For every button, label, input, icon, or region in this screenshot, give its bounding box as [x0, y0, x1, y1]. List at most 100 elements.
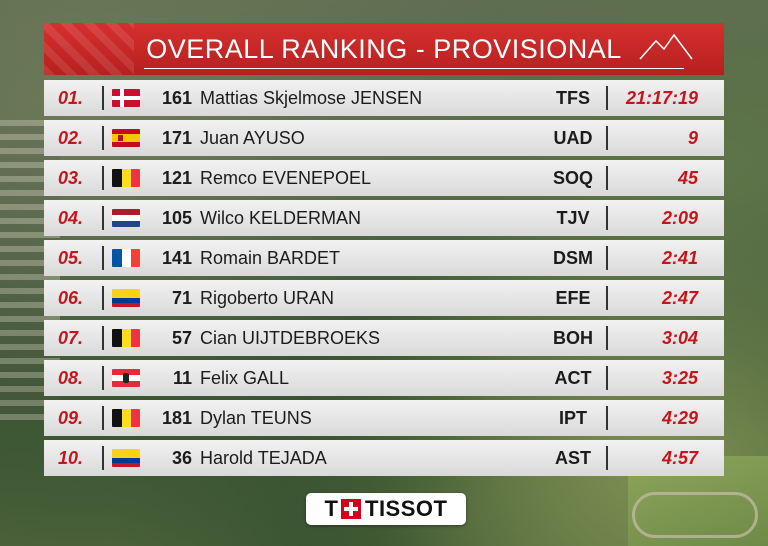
separator [102, 446, 104, 470]
separator [102, 406, 104, 430]
team-code: TJV [556, 207, 590, 228]
time-gap: 4:57 [661, 447, 698, 468]
austria-flag-icon [112, 369, 140, 387]
mountain-icon [639, 33, 693, 60]
time-gap: 2:47 [661, 287, 698, 308]
logo-t: T [324, 496, 338, 521]
position: 10. [58, 447, 84, 468]
bib-number: 121 [161, 167, 192, 188]
separator [606, 246, 608, 270]
time-gap: 4:29 [661, 407, 698, 428]
rider-name: Felix GALL [200, 367, 290, 388]
separator [606, 446, 608, 470]
ranking-header: OVERALL RANKING - PROVISIONAL [44, 23, 724, 75]
rider-name: Dylan TEUNS [200, 407, 312, 428]
ranking-row: 01. 161 Mattias Skjelmose JENSEN TFS 21:17:1… [44, 80, 724, 116]
separator [102, 246, 104, 270]
bib-number: 141 [161, 247, 192, 268]
team-code: ACT [554, 367, 592, 388]
rider-name: Wilco KELDERMAN [200, 207, 362, 228]
denmark-flag-icon [112, 89, 140, 107]
separator [102, 86, 104, 110]
time-gap: 2:41 [661, 247, 698, 268]
checker-pattern [44, 23, 134, 75]
separator [102, 286, 104, 310]
header-underline [144, 68, 684, 69]
separator [102, 126, 104, 150]
separator [102, 326, 104, 350]
position: 02. [58, 127, 84, 148]
bib-number: 11 [172, 367, 192, 388]
ranking-row: 10. 36 Harold TEJADA AST 4:57 [44, 440, 724, 476]
separator [102, 366, 104, 390]
bib-number: 36 [171, 447, 192, 468]
belgium-flag-icon [112, 169, 140, 187]
ranking-row: 09. 181 Dylan TEUNS IPT 4:29 [44, 400, 724, 436]
team-code: UAD [553, 127, 593, 148]
time-gap: 21:17:19 [625, 87, 698, 108]
bib-number: 161 [161, 87, 192, 108]
separator [606, 166, 608, 190]
rider-name: Rigoberto URAN [200, 287, 335, 308]
time-gap: 3:04 [661, 327, 698, 348]
rider-name: Harold TEJADA [200, 447, 327, 468]
position: 06. [58, 287, 84, 308]
netherlands-flag-icon [112, 209, 140, 227]
bib-number: 71 [171, 287, 192, 308]
team-code: IPT [558, 407, 587, 428]
separator [606, 326, 608, 350]
time-gap: 45 [677, 167, 698, 188]
logo-text: TISSOT [365, 496, 448, 521]
ranking-row: 05. 141 Romain BARDET DSM 2:41 [44, 240, 724, 276]
colombia-flag-icon [112, 289, 140, 307]
team-code: TFS [556, 87, 590, 108]
rider-name: Mattias Skjelmose JENSEN [200, 87, 423, 108]
position: 05. [58, 247, 84, 268]
ranking-row: 04. 105 Wilco KELDERMAN TJV 2:09 [44, 200, 724, 236]
separator [606, 366, 608, 390]
belgium-flag-icon [112, 409, 140, 427]
ranking-row: 02. 171 Juan AYUSO UAD 9 [44, 120, 724, 156]
background-track [632, 492, 758, 538]
bib-number: 105 [161, 207, 192, 228]
team-code: SOQ [552, 167, 593, 188]
separator [606, 286, 608, 310]
rider-name: Juan AYUSO [200, 127, 305, 148]
rider-name: Remco EVENEPOEL [200, 167, 372, 188]
team-code: BOH [553, 327, 593, 348]
bib-number: 57 [171, 327, 192, 348]
separator [102, 166, 104, 190]
team-code: EFE [555, 287, 591, 308]
ranking-row: 07. 57 Cian UIJTDEBROEKS BOH 3:04 [44, 320, 724, 356]
ranking-panel: OVERALL RANKING - PROVISIONAL 01. 161 Matt… [44, 23, 724, 480]
ranking-row: 06. 71 Rigoberto URAN EFE 2:47 [44, 280, 724, 316]
colombia-flag-icon [112, 449, 140, 467]
ranking-row: 03. 121 Remco EVENEPOEL SOQ 45 [44, 160, 724, 196]
rider-name: Cian UIJTDEBROEKS [200, 327, 381, 348]
time-gap: 3:25 [661, 367, 698, 388]
rider-name: Romain BARDET [200, 247, 341, 268]
position: 03. [58, 167, 84, 188]
bib-number: 171 [161, 127, 192, 148]
separator [606, 206, 608, 230]
ranking-title: OVERALL RANKING - PROVISIONAL [146, 33, 622, 64]
position: 07. [58, 327, 84, 348]
team-code: DSM [553, 247, 593, 268]
separator [606, 126, 608, 150]
time-gap: 9 [687, 127, 698, 148]
time-gap: 2:09 [661, 207, 698, 228]
swiss-cross-icon [341, 499, 361, 519]
position: 04. [58, 207, 84, 228]
ranking-list: 01. 161 Mattias Skjelmose JENSEN TFS 21:17:1… [44, 80, 724, 476]
separator [102, 206, 104, 230]
position: 01. [58, 87, 84, 108]
separator [606, 406, 608, 430]
belgium-flag-icon [112, 329, 140, 347]
spain-flag-icon [112, 129, 140, 147]
tissot-logo: T TISSOT [306, 493, 466, 525]
position: 08. [58, 367, 84, 388]
separator [606, 86, 608, 110]
bib-number: 181 [161, 407, 192, 428]
ranking-row: 08. 11 Felix GALL ACT 3:25 [44, 360, 724, 396]
team-code: AST [555, 447, 591, 468]
